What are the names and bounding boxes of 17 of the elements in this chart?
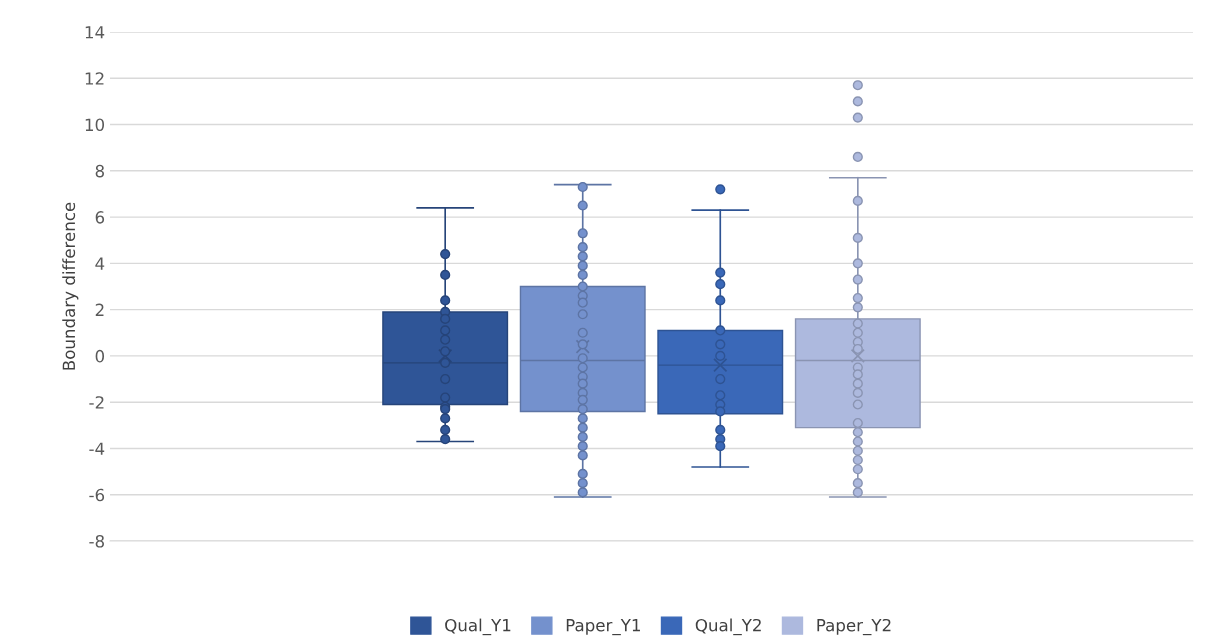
y-tick-label: 8 bbox=[95, 164, 104, 178]
y-tick-label: -2 bbox=[89, 396, 104, 409]
legend-label: Paper_Y1 bbox=[566, 619, 640, 636]
y-tick-label: -6 bbox=[89, 488, 105, 502]
y-axis-title: Boundary difference bbox=[62, 202, 79, 370]
legend-label: Paper_Y2 bbox=[817, 618, 891, 636]
legend-label: Qual_Y1 bbox=[445, 618, 511, 636]
y-tick-label: 10 bbox=[85, 118, 105, 132]
y-tick-label: 14 bbox=[85, 26, 105, 39]
y-tick-label: -4 bbox=[89, 442, 105, 455]
y-tick-label: 6 bbox=[95, 211, 105, 224]
y-tick-label: 2 bbox=[95, 303, 104, 316]
legend-label: Qual_Y2 bbox=[695, 618, 761, 636]
y-tick-label: 0 bbox=[95, 349, 105, 363]
y-tick-label: -8 bbox=[89, 534, 104, 548]
y-tick-label: 12 bbox=[85, 72, 104, 85]
y-tick-label: 4 bbox=[95, 257, 105, 270]
